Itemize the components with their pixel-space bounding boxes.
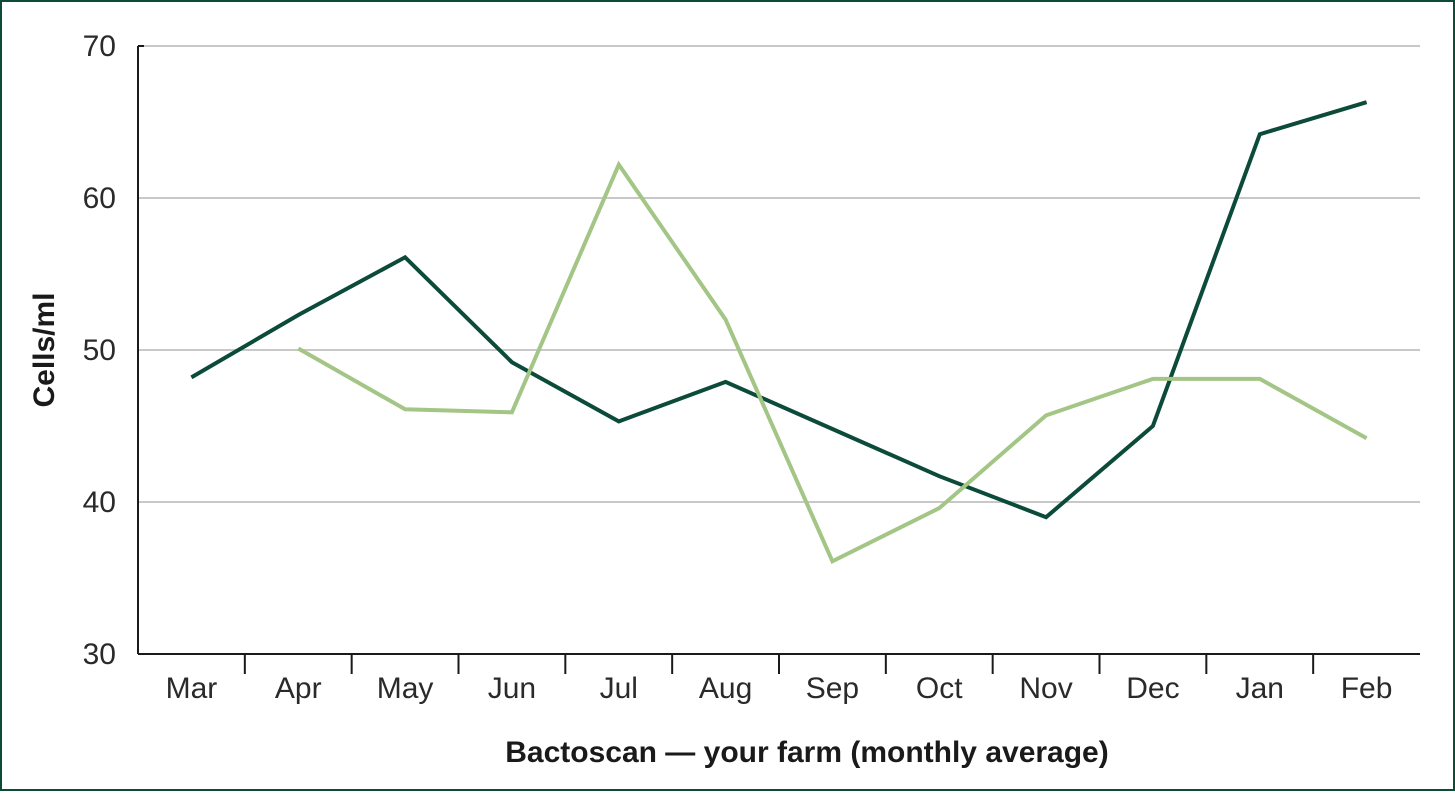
tick-labels: 30 40 50 60 70 Mar Apr May Jun Jul Aug Sep Oct Nov Dec… (83, 30, 1393, 705)
series-lines (190, 100, 1368, 565)
x-tick-label: Jun (488, 672, 536, 705)
x-tick-label: Jan (1236, 672, 1284, 705)
y-axis-title: Cells/ml (28, 292, 61, 407)
x-tick-label: Jul (600, 672, 638, 705)
x-tick-label: Aug (699, 672, 752, 705)
x-tick-label: Sep (806, 672, 859, 705)
x-axis-title: Bactoscan — your farm (monthly average) (505, 736, 1109, 769)
y-tick-label: 70 (83, 30, 116, 63)
y-tick-label: 30 (83, 638, 116, 671)
x-tick-label: May (377, 672, 434, 705)
x-tick-label: Dec (1126, 672, 1179, 705)
series-line-2 (297, 160, 1368, 565)
y-tick-label: 50 (83, 334, 116, 367)
series-line-1 (190, 100, 1368, 520)
y-tick-label: 40 (83, 486, 116, 519)
x-tick-label: Apr (275, 672, 322, 705)
y-tick-label: 60 (83, 182, 116, 215)
gridlines (138, 45, 1420, 503)
x-tick-label: Mar (166, 672, 218, 705)
axes (137, 45, 1420, 674)
x-tick-label: Feb (1341, 672, 1393, 705)
x-tick-label: Oct (916, 672, 963, 705)
x-tick-label: Nov (1019, 672, 1072, 705)
